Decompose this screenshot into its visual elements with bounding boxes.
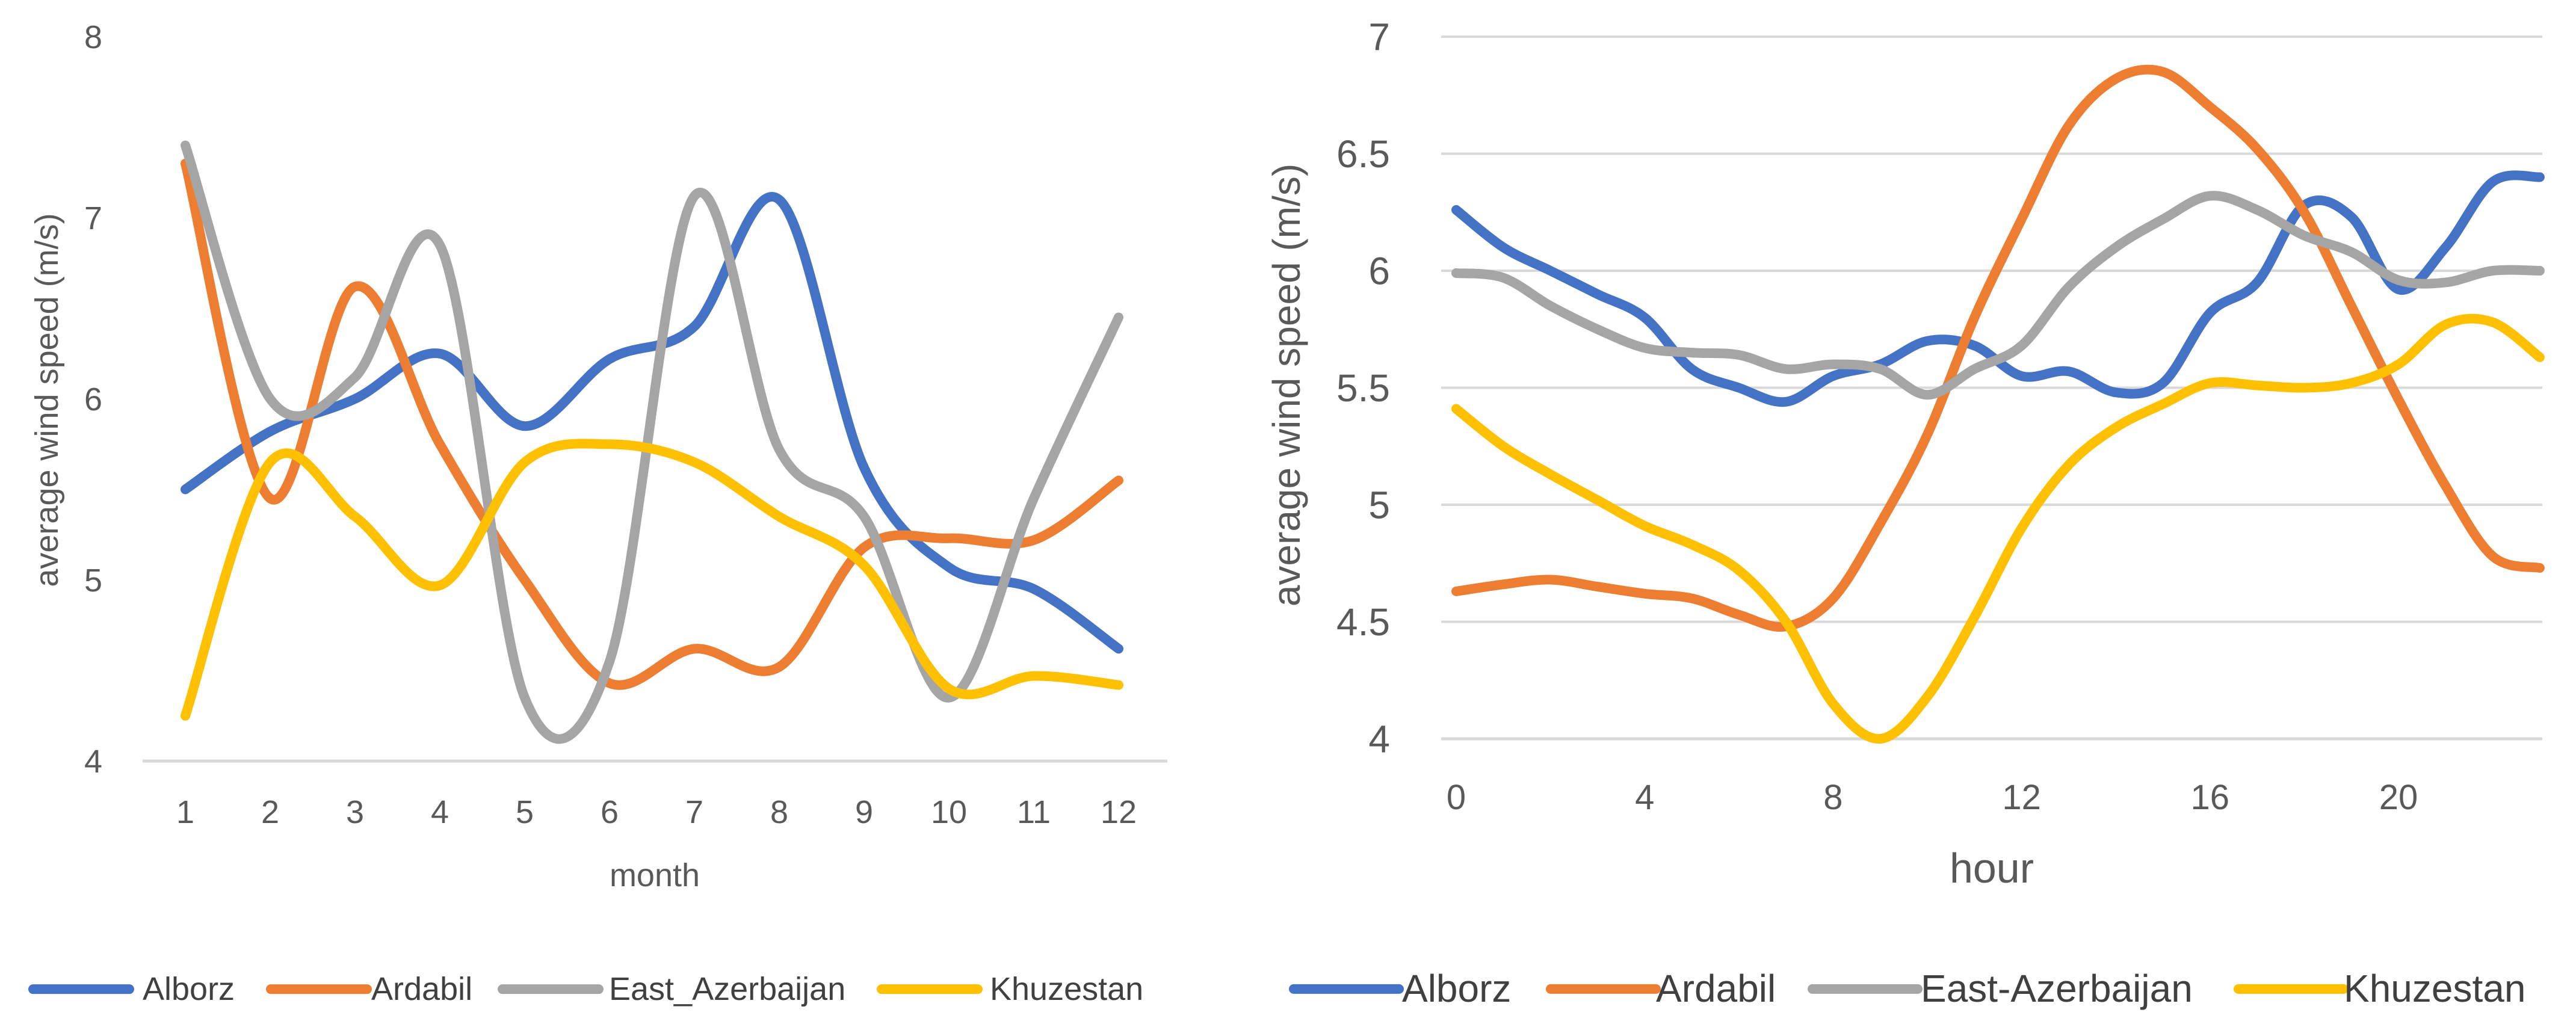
y-tick-label: 8 [84,19,102,55]
series-line-ardabil [181,158,1123,690]
legend-item: Khuzestan [877,971,1143,1007]
series-line-alborz [1451,170,2545,407]
x-tick-label: 12 [1101,794,1137,830]
series-line-khuzestan [1451,313,2545,744]
legend-label: Khuzestan [990,971,1143,1007]
x-tick-label: 6 [601,794,619,830]
legend-item: East-Azerbaijan [1808,967,2193,1010]
series-line-alborz [181,192,1123,654]
x-axis-title: hour [1950,845,2034,892]
legend-item: Ardabil [266,971,472,1007]
legend-label: East_Azerbaijan [609,971,845,1007]
series-line-east-azerbaijan [181,140,1123,744]
y-tick-label: 4.5 [1336,600,1390,644]
y-tick-label: 5.5 [1336,366,1390,410]
legend-label: Ardabil [1656,967,1776,1010]
x-tick-label: 0 [1447,778,1466,817]
x-tick-label: 8 [1823,778,1842,817]
y-tick-label: 4 [1368,717,1390,760]
x-tick-label: 9 [855,794,873,830]
y-tick-label: 6 [84,381,102,418]
legend-item: Alborz [1289,967,1511,1010]
y-tick-label: 6.5 [1336,132,1390,176]
y-tick-label: 4 [84,744,102,780]
y-tick-label: 7 [1368,15,1390,58]
x-axis-title: month [610,857,700,893]
x-tick-label: 16 [2191,778,2230,817]
y-tick-label: 7 [84,200,102,236]
x-tick-label: 1 [176,794,194,830]
x-tick-label: 12 [2002,778,2041,817]
series-line-ardabil [1451,64,2545,632]
legend: Alborz Ardabil East_Azerbaijan Khuzestan [28,971,1143,1007]
x-tick-label: 2 [261,794,279,830]
legend-item: Khuzestan [2234,967,2525,1010]
legend-item: Alborz [28,971,235,1007]
x-tick-label: 4 [1635,778,1654,817]
y-tick-label: 5 [84,563,102,599]
x-tick-label: 20 [2379,778,2418,817]
y-tick-label: 6 [1368,249,1390,292]
x-tick-label: 8 [770,794,788,830]
x-tick-label: 3 [346,794,364,830]
legend-item: East_Azerbaijan [498,971,845,1007]
y-tick-label: 5 [1368,483,1390,526]
y-axis-title: average wind speed (m/s) [1265,164,1308,606]
x-tick-label: 7 [685,794,703,830]
legend-label: Alborz [143,971,235,1007]
x-tick-label: 5 [516,794,534,830]
legend-label: Alborz [1402,967,1511,1010]
x-tick-label: 10 [931,794,967,830]
legend-label: East-Azerbaijan [1921,967,2193,1010]
series-line-khuzestan [181,439,1123,721]
series-line-east-azerbaijan [1451,191,2545,400]
legend-label: Khuzestan [2344,967,2525,1010]
legend: Alborz Ardabil East-Azerbaijan Khuzestan [1289,967,2525,1010]
y-axis-title: average wind speed (m/s) [29,213,65,587]
hourly-wind-chart: 4 4.5 5 5.5 6 6.5 7 0 4 8 12 16 20 average wind spe… [1265,15,2545,1010]
legend-item: Ardabil [1546,967,1776,1010]
x-tick-label: 4 [431,794,449,830]
x-tick-label: 11 [1017,794,1051,830]
legend-label: Ardabil [371,971,472,1007]
